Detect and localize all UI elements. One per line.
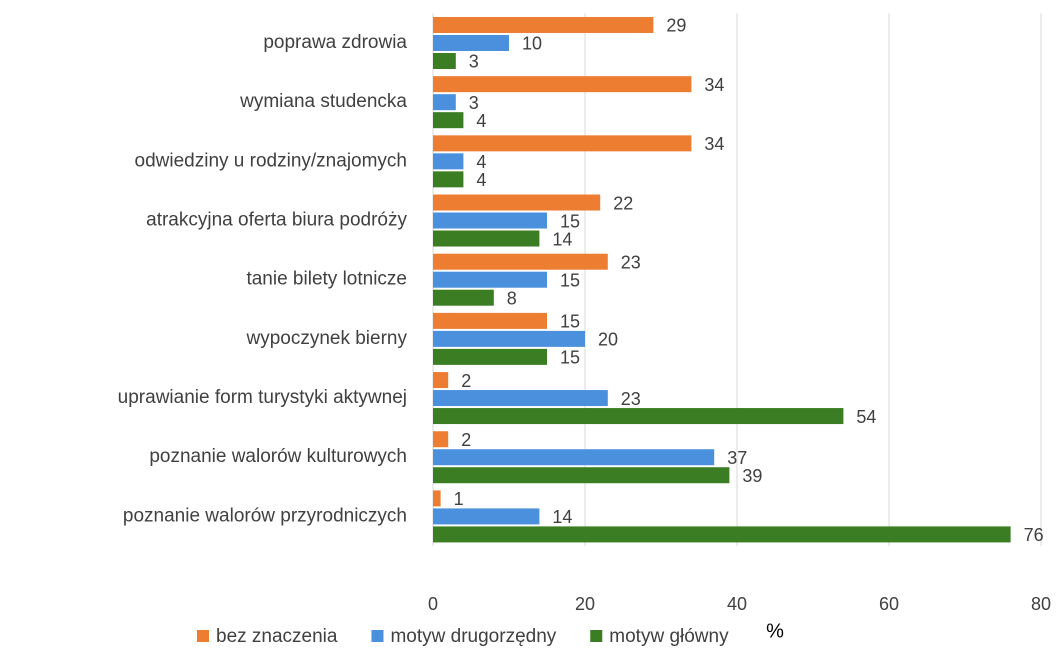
data-label: 15 xyxy=(560,348,580,368)
bar xyxy=(433,449,715,466)
y-tick-label: poprawa zdrowia xyxy=(263,32,407,53)
y-tick-label: atrakcyjna oferta biura podróży xyxy=(146,210,407,231)
y-tick-label: poznanie walorów kulturowych xyxy=(149,446,407,467)
data-label: 37 xyxy=(727,448,747,468)
legend-label: motyw główny xyxy=(609,626,729,647)
x-axis-label: % xyxy=(766,620,784,642)
bar xyxy=(433,230,540,247)
bar xyxy=(433,312,547,329)
bar xyxy=(433,408,844,425)
data-label: 22 xyxy=(613,193,633,213)
data-label: 76 xyxy=(1024,525,1044,545)
bar xyxy=(433,94,456,111)
bar xyxy=(433,194,601,211)
data-label: 2 xyxy=(461,371,471,391)
data-label: 14 xyxy=(552,229,572,249)
x-tick-label: 40 xyxy=(727,594,747,614)
legend-label: motyw drugorzędny xyxy=(390,626,556,647)
data-label: 1 xyxy=(454,489,464,509)
bar xyxy=(433,135,692,152)
bar xyxy=(433,330,585,347)
x-tick-label: 20 xyxy=(575,594,595,614)
bar xyxy=(433,508,540,525)
x-tick-label: 60 xyxy=(879,594,899,614)
y-tick-label: wypoczynek bierny xyxy=(245,328,407,349)
legend-label: bez znaczenia xyxy=(216,626,338,647)
legend-swatch xyxy=(590,630,603,642)
y-tick-label: wymiana studencka xyxy=(239,91,407,112)
data-label: 15 xyxy=(560,211,580,231)
bar xyxy=(433,348,547,365)
bar xyxy=(433,467,730,484)
data-label: 15 xyxy=(560,312,580,332)
legend-swatch xyxy=(197,630,209,642)
y-tick-label: uprawianie form turystyki aktywnej xyxy=(118,387,407,408)
bar xyxy=(433,16,654,33)
data-label: 14 xyxy=(552,507,572,527)
data-label: 15 xyxy=(560,270,580,290)
bar xyxy=(433,212,547,229)
data-label: 2 xyxy=(461,430,471,450)
legend-swatch xyxy=(371,630,384,642)
bar xyxy=(433,271,547,288)
y-tick-label: poznanie walorów przyrodniczych xyxy=(123,505,407,526)
x-tick-label: 80 xyxy=(1031,594,1051,614)
data-label: 4 xyxy=(476,170,486,190)
bar xyxy=(433,490,441,507)
data-label: 20 xyxy=(598,330,618,350)
bar xyxy=(433,153,464,170)
bar xyxy=(433,289,494,306)
data-label: 3 xyxy=(469,52,479,72)
data-label: 8 xyxy=(507,288,517,308)
bar xyxy=(433,390,608,407)
data-label: 34 xyxy=(704,134,724,154)
bar xyxy=(433,112,464,129)
data-label: 39 xyxy=(742,466,762,486)
data-label: 4 xyxy=(476,111,486,131)
bar xyxy=(433,253,608,270)
bar xyxy=(433,431,449,448)
data-label: 34 xyxy=(704,75,724,95)
bar xyxy=(433,526,1011,543)
bar xyxy=(433,171,464,188)
y-tick-label: tanie bilety lotnicze xyxy=(246,269,407,290)
data-label: 10 xyxy=(522,34,542,54)
bar xyxy=(433,34,509,51)
data-label: 23 xyxy=(621,252,641,272)
y-tick-label: odwiedziny u rodziny/znajomych xyxy=(135,150,407,171)
bar xyxy=(433,372,449,389)
data-label: 23 xyxy=(621,389,641,409)
data-label: 4 xyxy=(476,152,486,172)
data-label: 3 xyxy=(469,93,479,113)
data-label: 29 xyxy=(666,16,686,36)
x-tick-label: 0 xyxy=(428,594,438,614)
data-label: 54 xyxy=(856,407,876,427)
bar xyxy=(433,52,456,69)
bar xyxy=(433,76,692,93)
